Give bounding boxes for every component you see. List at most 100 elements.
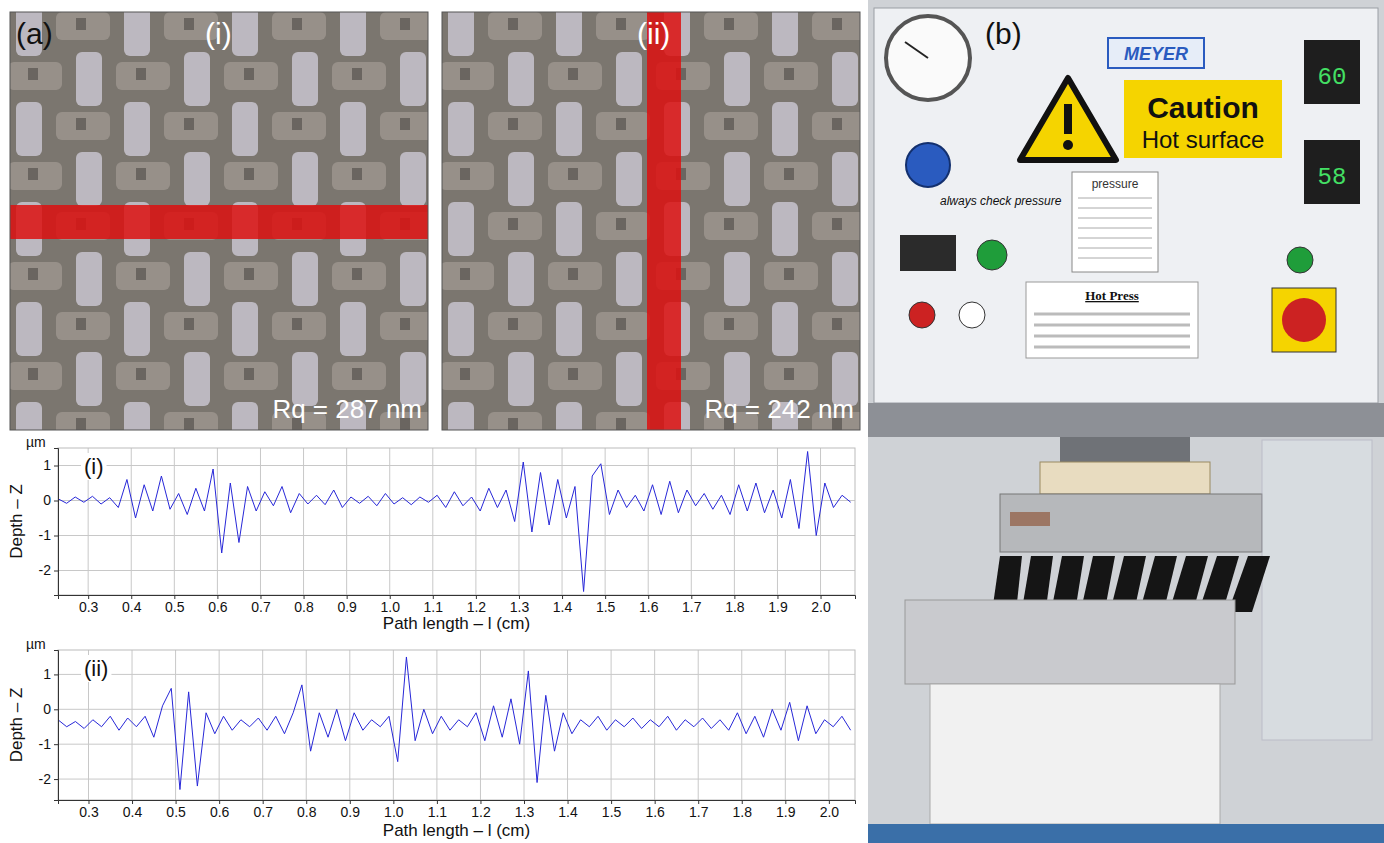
profile-line [58,657,851,790]
pore [508,418,518,430]
micrograph [10,12,428,430]
pore [244,68,254,80]
tow-horizontal [380,112,428,140]
pore [568,168,578,180]
tow-horizontal [548,162,602,190]
tick: 1.7 [682,595,702,615]
pore [184,318,194,330]
tow-horizontal [56,412,110,430]
tow-vertical [124,402,150,430]
tick: 0.3 [79,800,99,820]
tow-vertical [508,352,534,406]
tick-label: 0.3 [79,804,99,820]
frame-bar [868,403,1384,437]
tow-vertical [124,302,150,356]
tow-horizontal [272,112,326,140]
tick-label: 0.5 [166,804,186,820]
tow-horizontal [332,362,386,390]
tow-horizontal [10,262,62,290]
tow-horizontal [442,162,494,190]
table-rule [1078,218,1152,219]
tow-vertical [832,252,858,306]
warning-dot [1063,140,1073,150]
tick: 1 [43,666,58,682]
tick: 1.6 [639,595,659,615]
tick: 2.0 [811,595,831,615]
grid-line [777,448,778,595]
tick: 0.8 [297,800,317,820]
tow-horizontal [10,62,62,90]
tick-label: 1.8 [725,599,745,615]
tick: 1.0 [380,595,400,615]
tick: -1 [39,527,58,543]
tick-label: -2 [39,562,52,578]
pore [784,268,794,280]
tow-horizontal [332,62,386,90]
pore [508,318,518,330]
tick-label: 0 [43,701,51,717]
tick-label: 1.9 [768,599,788,615]
temp-reading: 60 [1318,64,1347,91]
x-axis-title: Path length – l (cm) [383,614,530,633]
pore [184,118,194,130]
tow-horizontal [116,162,170,190]
tick: 1.4 [553,595,573,615]
pore [76,118,86,130]
grid-line [58,465,855,466]
table-title: pressure [1092,177,1139,191]
tick: 1.4 [558,800,578,820]
tick: 1 [43,457,58,473]
main-switch [1272,288,1336,352]
tow-vertical [724,252,750,306]
temp-display [1304,40,1360,104]
chart-label: (ii) [84,656,108,681]
tow-horizontal [272,12,326,40]
tow-vertical [292,52,318,106]
pore [28,368,38,380]
tow-vertical [232,102,258,156]
grid-line [58,500,855,501]
tick-label: 1.9 [776,804,796,820]
pore [400,118,410,130]
tow-vertical [508,152,534,206]
tick-label: -2 [39,771,52,787]
brand-plate [1108,38,1204,68]
notice [1026,282,1198,358]
tow-vertical [556,102,582,156]
tick: 0.6 [208,595,228,615]
tick-label: 1.4 [558,804,578,820]
plot-area [58,452,851,592]
tick-mark [54,501,58,502]
tick-label: 1 [43,457,51,473]
tick-label: 2.0 [811,599,831,615]
warning-sign [1020,78,1116,160]
grid [58,448,855,595]
pore [508,218,518,230]
table-rule [1078,248,1152,249]
figure: (i)Rq = 287 nm(ii)Rq = 242 nm(a)0.30.40.… [0,0,1384,843]
foil [905,600,1235,684]
tick-label: 2.0 [820,804,840,820]
tow-horizontal [548,262,602,290]
grid-line [131,448,132,595]
tow-vertical [448,12,474,56]
tick: 0.7 [251,595,271,615]
tow-vertical [184,352,210,406]
plot-area [58,657,851,790]
image-ground [442,12,860,430]
tow-vertical [124,102,150,156]
title-ground [81,655,111,682]
tick: 1.5 [596,595,616,615]
image-border [10,12,428,430]
tow-horizontal [488,12,542,40]
pore [244,368,254,380]
tow-horizontal [488,112,542,140]
tow-horizontal [380,12,428,40]
tow-vertical [832,52,858,106]
grid-line [58,744,855,745]
table-rule [1078,258,1152,259]
pore [616,118,626,130]
guard [1262,440,1372,740]
tow-vertical [400,252,426,306]
tow-horizontal [596,412,650,430]
